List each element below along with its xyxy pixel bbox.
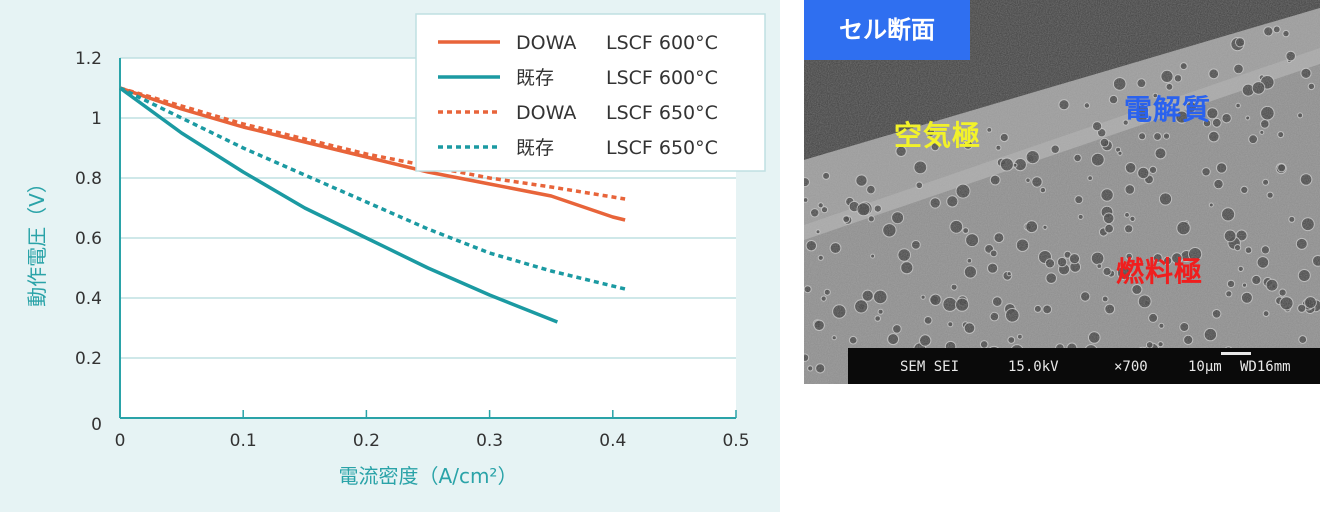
series-line <box>119 86 626 201</box>
legend-label: 既存 <box>516 137 554 159</box>
legend: DOWA LSCF 600°C 既存 LSCF 600°C DOWA LSCF 650°C… <box>415 13 766 172</box>
legend-label: DOWA <box>516 32 576 54</box>
y-axis-label: 動作電圧（V） <box>25 173 49 307</box>
sem-magnification: ×700 <box>1114 359 1148 375</box>
x-tick-label: 0.1 <box>230 431 257 451</box>
x-axis-label: 電流密度（A/cm²） <box>339 464 518 488</box>
scale-bar <box>1221 352 1251 355</box>
legend-label: LSCF 650°C <box>606 137 718 159</box>
y-tick-label: 1.2 <box>75 49 102 69</box>
x-tick-label: 0.5 <box>722 431 749 451</box>
legend-label: LSCF 600°C <box>606 32 718 54</box>
series-line <box>119 86 626 291</box>
electrolyte-label: 電解質 <box>1124 93 1212 126</box>
x-tick-label: 0 <box>115 431 126 451</box>
chart-panel: 0 0.1 0.2 0.3 0.4 0.5 0 0.2 0.4 0.6 0.8 1 1.2 電流密度（A… <box>0 0 780 512</box>
y-tick-label: 0.8 <box>75 169 102 189</box>
legend-label: LSCF 650°C <box>606 102 718 124</box>
legend-label: 既存 <box>516 67 554 89</box>
x-tick-label: 0.2 <box>353 431 380 451</box>
sem-image: セル断面 空気極 電解質 燃料極 SEM SEI 15.0kV ×700 10μ… <box>804 0 1320 384</box>
series-line <box>119 86 626 222</box>
sem-info-bar: SEM SEI 15.0kV ×700 10μm WD16mm <box>848 348 1320 384</box>
sem-title: セル断面 <box>804 0 970 60</box>
sem-mode: SEM SEI <box>900 359 960 375</box>
y-tick-label: 1 <box>91 109 102 129</box>
sem-working-distance: WD16mm <box>1240 359 1291 375</box>
air-electrode-label: 空気極 <box>894 119 982 152</box>
x-tick-label: 0.3 <box>476 431 503 451</box>
sem-voltage: 15.0kV <box>1008 359 1059 375</box>
legend-label: DOWA <box>516 102 576 124</box>
voltage-current-chart: 0 0.1 0.2 0.3 0.4 0.5 0 0.2 0.4 0.6 0.8 1 1.2 電流密度（A… <box>25 13 766 488</box>
sem-scale: 10μm <box>1188 359 1222 375</box>
y-tick-label: 0 <box>91 415 102 435</box>
y-tick-label: 0.4 <box>75 289 102 309</box>
fuel-electrode-label: 燃料極 <box>1116 255 1204 288</box>
sem-micrograph <box>804 0 1320 384</box>
y-tick-label: 0.2 <box>75 349 102 369</box>
x-tick-label: 0.4 <box>599 431 626 451</box>
y-tick-label: 0.6 <box>75 229 102 249</box>
series-line <box>118 86 559 324</box>
legend-label: LSCF 600°C <box>606 67 718 89</box>
legend-box <box>415 13 766 172</box>
